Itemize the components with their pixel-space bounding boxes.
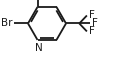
Text: Br: Br	[1, 18, 13, 28]
Text: N: N	[35, 43, 42, 53]
Text: F: F	[89, 10, 95, 20]
Text: F: F	[92, 18, 98, 28]
Text: F: F	[89, 26, 95, 36]
